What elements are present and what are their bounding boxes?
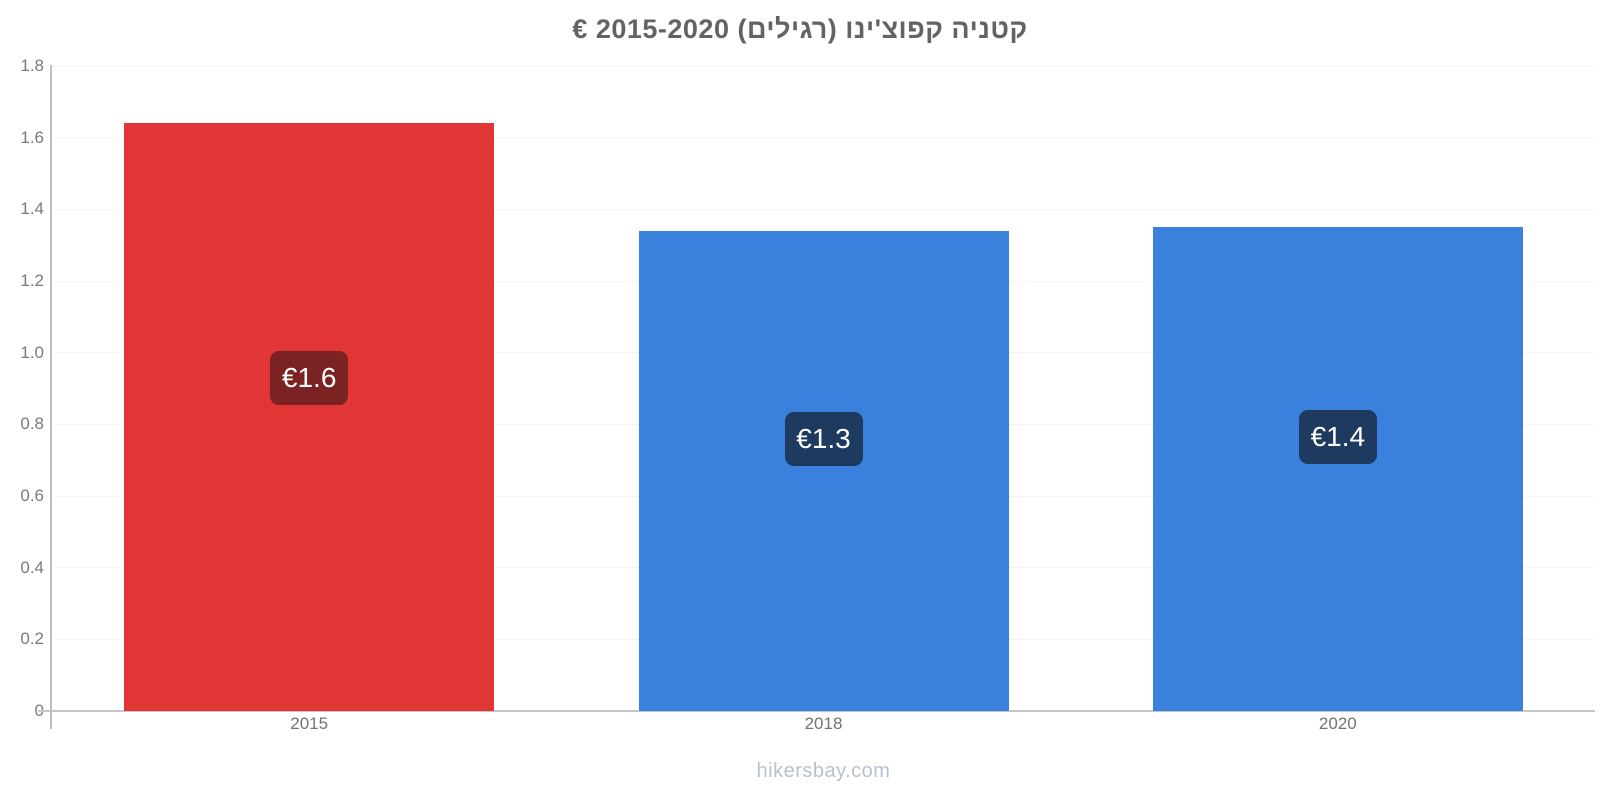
bar-2015[interactable] (124, 123, 495, 711)
y-tick-label: 1.0 (20, 342, 44, 362)
bar-2020[interactable] (1152, 227, 1523, 711)
x-axis-line (38, 710, 1595, 712)
x-tick-label-2015: 2015 (290, 714, 329, 733)
bar-value-label-2018: €1.3 (784, 411, 863, 466)
y-axis-line (50, 65, 52, 729)
chart-title: קטניה קפוצ'ינו (רגילים) 2015-2020 € (572, 14, 1028, 44)
bar-value-label-2020: €1.4 (1298, 409, 1377, 464)
y-tick-label: 0.8 (20, 414, 44, 434)
y-tick-label: 0.2 (20, 629, 44, 649)
y-tick-label: 1.8 (20, 56, 44, 75)
x-tick-label-2018: 2018 (804, 714, 843, 733)
x-tick-label-2020: 2020 (1318, 714, 1357, 733)
gridline (52, 137, 1595, 139)
y-tick-label: 1.4 (20, 199, 44, 219)
gridline (52, 208, 1595, 210)
y-tick-label: 0.6 (20, 486, 44, 505)
y-tick-label: 0.4 (20, 557, 44, 577)
gridline (52, 65, 1595, 67)
bar-2018[interactable] (638, 230, 1009, 711)
y-tick-label: 1.2 (20, 271, 44, 290)
watermark-text: hikersbay.com (756, 760, 891, 782)
bar-value-label-2015: €1.6 (270, 350, 349, 405)
y-tick-label: 1.6 (20, 127, 44, 147)
